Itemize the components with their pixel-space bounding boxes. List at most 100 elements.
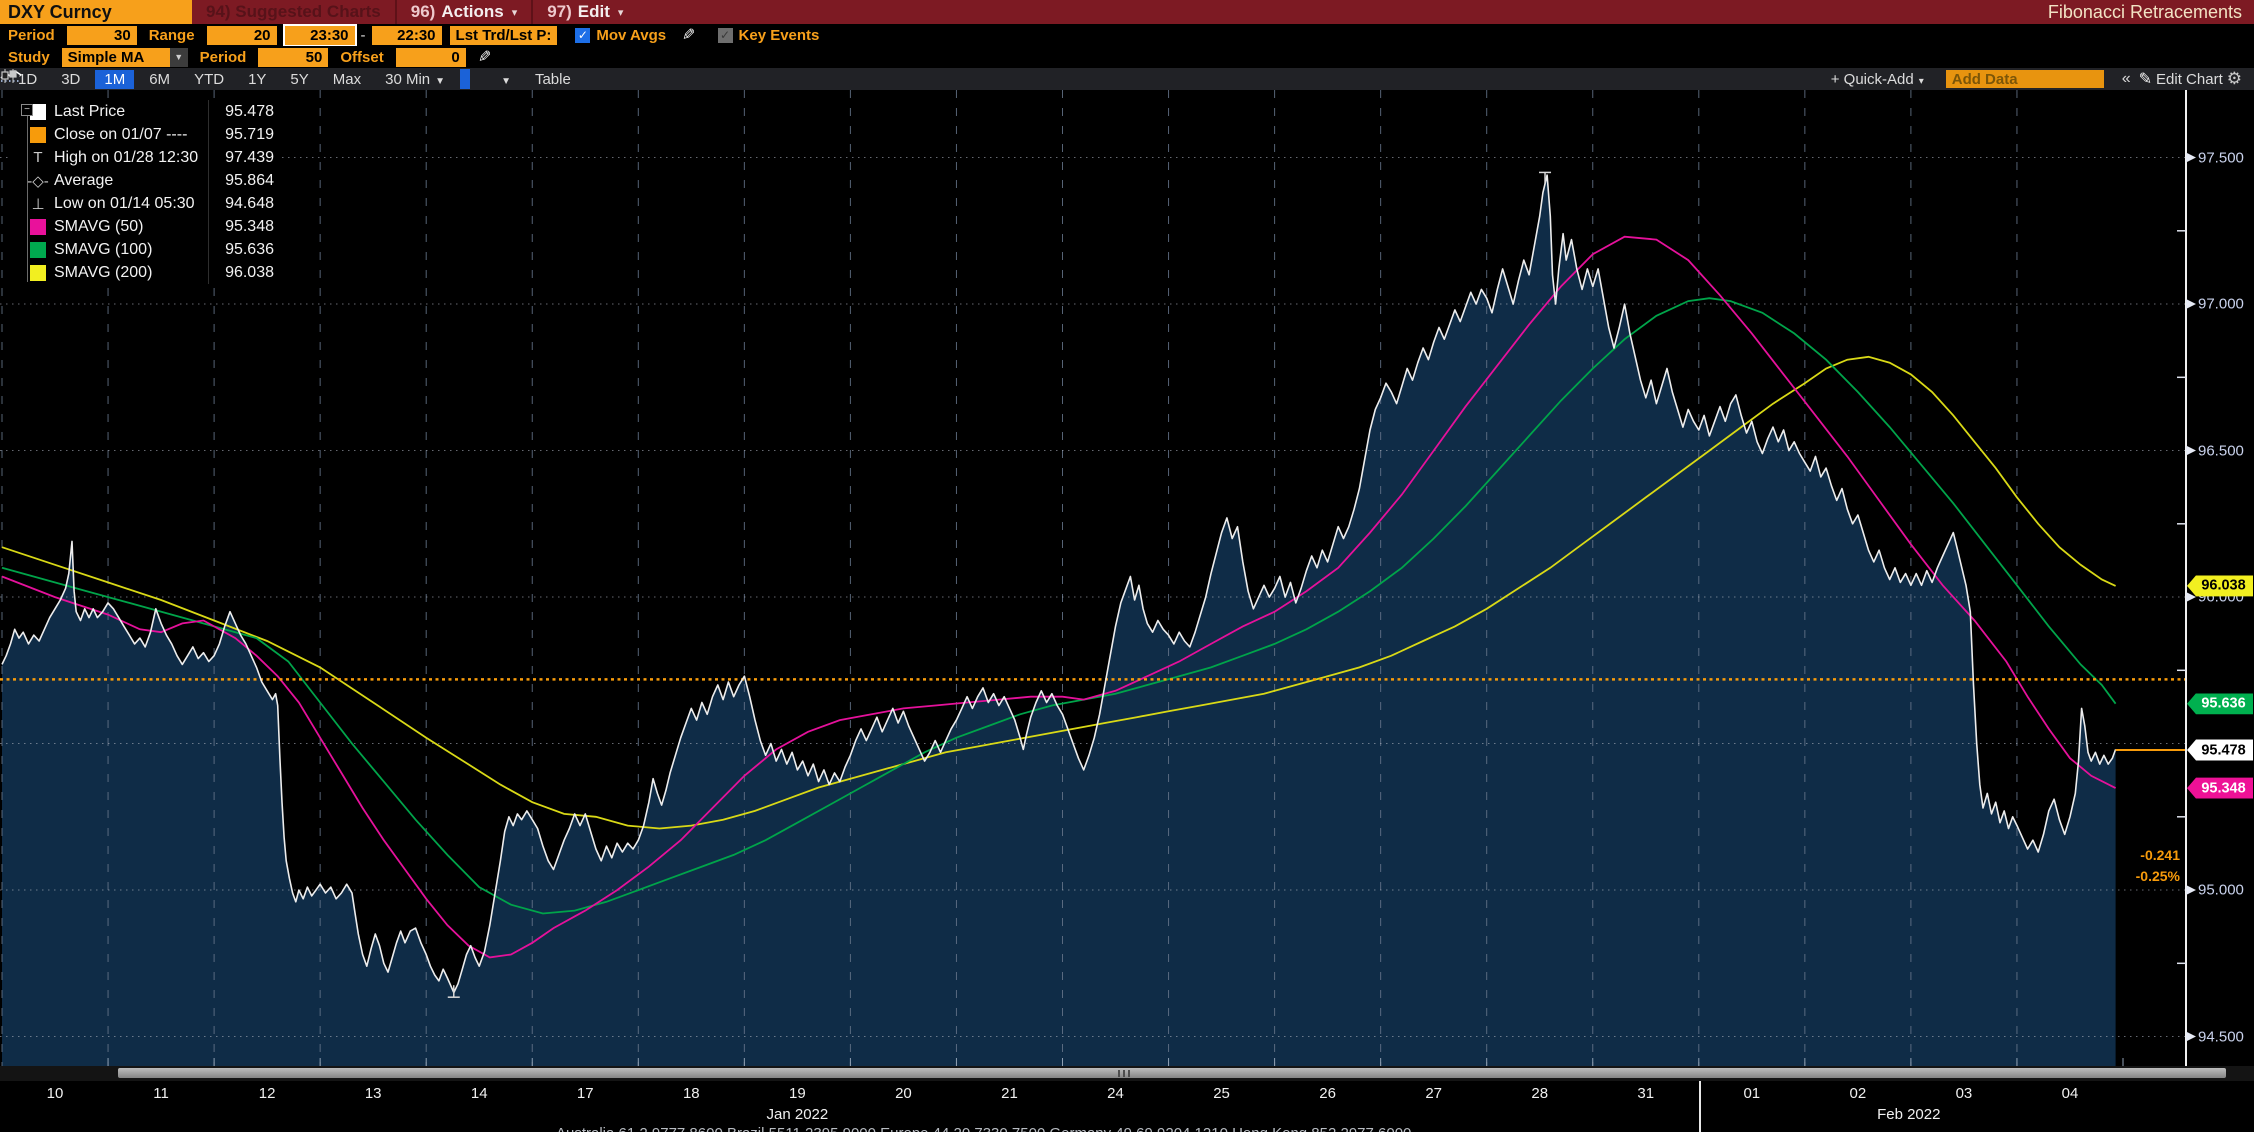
- legend-row[interactable]: SMAVG (50) 95.348: [8, 215, 280, 238]
- legend-row[interactable]: -◇- Average 95.864: [8, 169, 280, 192]
- legend-swatch: [30, 103, 46, 120]
- month-separator-line: [1698, 1081, 1701, 1132]
- edit-menu[interactable]: 97) Edit ▾: [531, 0, 637, 24]
- range-button-6M[interactable]: 6M: [149, 70, 171, 88]
- low-marker-icon: ⊥: [31, 195, 45, 213]
- chart-legend: − Last Price 95.478 Close on 01/07 ---- 95.…: [8, 98, 280, 286]
- range-button-1D[interactable]: 1D: [18, 70, 38, 88]
- legend-row[interactable]: Close on 01/07 ---- 95.719: [8, 123, 280, 146]
- legend-separator: [208, 123, 209, 146]
- add-data-input[interactable]: Add Data: [1945, 70, 2104, 88]
- chart-h-scrollbar: [0, 1066, 2254, 1081]
- security-input[interactable]: DXY Curncy: [0, 0, 192, 24]
- chart-type-more-dropdown[interactable]: ▼: [492, 70, 520, 89]
- legend-label: Close on 01/07 ----: [54, 125, 188, 143]
- legend-value: 95.636: [225, 240, 274, 258]
- x-axis-day-label: 03: [1955, 1085, 1973, 1102]
- legend-label: SMAVG (100): [54, 240, 153, 258]
- net-change-readout: -0.241: [2140, 847, 2180, 863]
- legend-collapse-icon[interactable]: −: [21, 104, 33, 116]
- x-axis-day-label: 21: [1001, 1085, 1018, 1102]
- range-button-3D[interactable]: 3D: [61, 70, 81, 88]
- legend-value: 97.439: [225, 148, 274, 166]
- offset-input[interactable]: 0: [395, 47, 466, 67]
- legend-label: High on 01/28 12:30: [54, 148, 199, 166]
- range-input[interactable]: 20: [206, 25, 277, 45]
- quick-add-button[interactable]: + Quick-Add ▾: [1830, 70, 1924, 88]
- y-axis-label: 96.500: [2198, 442, 2244, 460]
- range-label: Range: [148, 26, 195, 44]
- chart-plot-area[interactable]: [0, 90, 2254, 1066]
- legend-row[interactable]: SMAVG (200) 96.038: [8, 261, 280, 284]
- high-marker-icon: T: [33, 149, 43, 166]
- range-button-1Y[interactable]: 1Y: [248, 70, 267, 88]
- legend-label: Average: [54, 171, 114, 189]
- legend-row[interactable]: ⊥ Low on 01/14 05:30 94.648: [8, 192, 280, 215]
- key-events-checkbox[interactable]: ✓: [717, 27, 733, 43]
- price-tag: 95.348: [2187, 777, 2253, 799]
- legend-row[interactable]: Last Price 95.478: [8, 100, 280, 123]
- range-button-Max[interactable]: Max: [332, 70, 362, 88]
- chevron-down-icon: ▾: [617, 6, 624, 19]
- range-button-YTD[interactable]: YTD: [194, 70, 225, 88]
- x-axis-day-label: 01: [1743, 1085, 1761, 1102]
- candlestick-chart-type-button[interactable]: [1, 69, 486, 89]
- x-axis-day-label: 19: [789, 1085, 806, 1102]
- price-tag: 96.038: [2187, 575, 2253, 597]
- time-from-input[interactable]: 23:30: [282, 23, 357, 47]
- legend-value: 96.038: [225, 263, 274, 281]
- time-range-dash: -: [360, 26, 366, 44]
- table-button[interactable]: Table: [534, 70, 571, 88]
- offset-label: Offset: [340, 48, 384, 66]
- gear-icon[interactable]: ⚙: [2226, 69, 2242, 88]
- x-axis-day-label: 14: [470, 1085, 488, 1102]
- period-input[interactable]: 30: [66, 25, 137, 45]
- x-axis-day-label: 18: [682, 1085, 700, 1102]
- sma-line-SMAVG100: [1, 297, 2117, 915]
- legend-label: SMAVG (50): [54, 217, 144, 235]
- study-period-input[interactable]: 50: [258, 47, 329, 67]
- range-button-1M[interactable]: 1M: [95, 69, 135, 89]
- mov-avgs-checkbox[interactable]: ✓: [575, 27, 591, 43]
- scrollbar-grip-icon[interactable]: [1118, 1070, 1140, 1077]
- price-mode-dropdown[interactable]: Lst Trd/Lst P:: [449, 25, 558, 45]
- pct-change-readout: -0.25%: [2135, 868, 2180, 884]
- legend-value: 95.719: [225, 125, 274, 143]
- average-marker-icon: -◇-: [27, 172, 49, 190]
- scrollbar-thumb[interactable]: [118, 1068, 2226, 1078]
- x-axis-day-label: 13: [364, 1085, 382, 1102]
- triangle-down-icon: ▼: [501, 75, 511, 87]
- legend-separator: [208, 261, 209, 284]
- edit-chart-button[interactable]: Edit Chart: [2156, 70, 2223, 88]
- suggested-charts-menu[interactable]: 94) Suggested Charts: [206, 2, 381, 21]
- x-axis-day-label: 02: [1849, 1085, 1867, 1102]
- legend-row[interactable]: SMAVG (100) 95.636: [8, 238, 280, 261]
- edit-menu-label: Edit: [577, 2, 610, 21]
- x-axis-day-label: 17: [576, 1085, 594, 1102]
- legend-row[interactable]: T High on 01/28 12:30 97.439: [8, 146, 280, 169]
- line-chart-type-button[interactable]: [0, 69, 471, 89]
- interval-dropdown[interactable]: 30 Min ▼: [385, 70, 446, 88]
- edit-pencil-icon[interactable]: ✎: [682, 27, 696, 44]
- study-period-label: Period: [199, 48, 247, 66]
- y-axis-label: 97.500: [2198, 149, 2244, 167]
- chevron-down-icon[interactable]: ▼: [169, 47, 188, 67]
- mov-avgs-label: Mov Avgs: [596, 26, 667, 44]
- edit-chart-pencil-icon: ✎: [2138, 71, 2153, 88]
- range-button-5Y[interactable]: 5Y: [290, 70, 309, 88]
- study-dropdown[interactable]: Simple MA: [61, 47, 170, 67]
- x-axis-day-label: 04: [2061, 1085, 2079, 1102]
- actions-menu[interactable]: 96) Actions ▾: [394, 0, 531, 24]
- edit-pencil-icon[interactable]: ✎: [477, 49, 492, 66]
- sma-line-SMAVG50: [1, 235, 2117, 959]
- y-axis-tick-arrow: [2186, 885, 2196, 896]
- legend-value: 94.648: [225, 194, 274, 212]
- legend-swatch: [30, 126, 46, 143]
- collapse-panel-icon[interactable]: «: [2121, 70, 2131, 87]
- title-bar: DXY Curncy 94) Suggested Charts 96) Acti…: [0, 0, 2254, 24]
- time-to-input[interactable]: 22:30: [371, 25, 442, 45]
- x-axis-day-label: 27: [1425, 1085, 1443, 1102]
- settings-row: Period 30 Range 20 23:30 - 22:30 Lst Trd…: [0, 23, 2254, 47]
- x-axis-day-label: 26: [1319, 1085, 1336, 1102]
- terminal-footer-clipped: Australia 61 2 9777 8600 Brazil 5511 239…: [556, 1125, 2056, 1132]
